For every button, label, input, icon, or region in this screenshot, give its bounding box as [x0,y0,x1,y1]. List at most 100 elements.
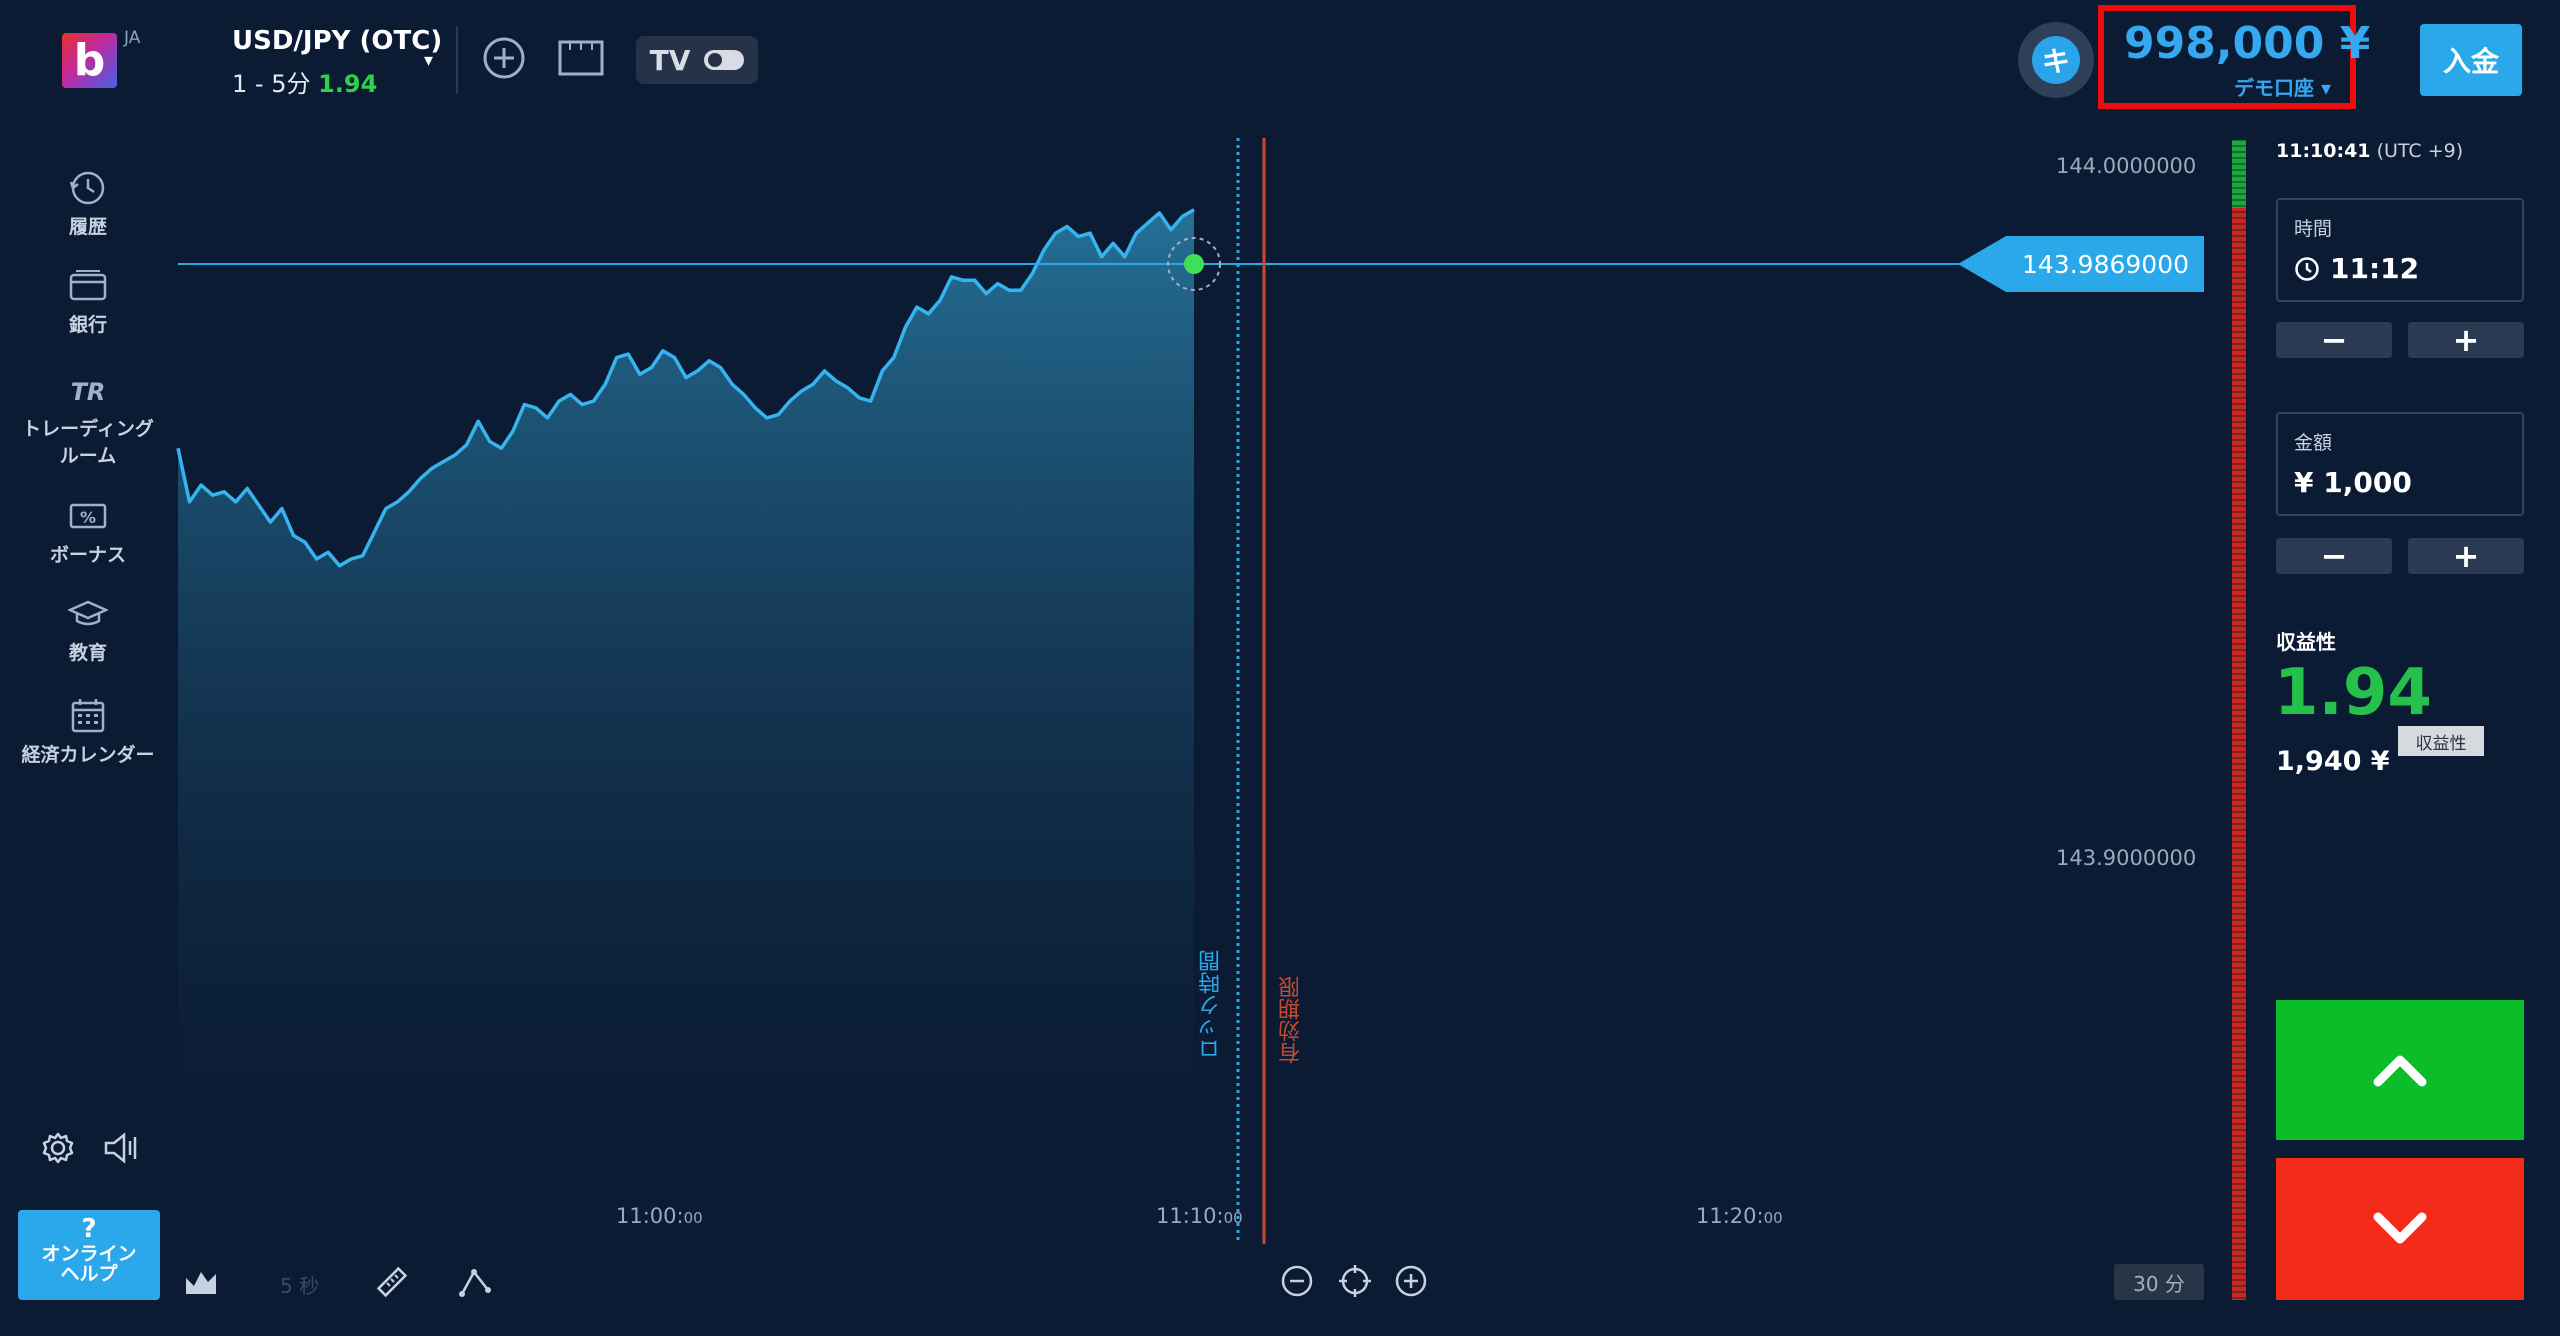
time-increase-button[interactable]: + [2408,321,2524,359]
wallet-icon [69,270,107,301]
account-type-selector[interactable]: デモ口座 ▾ [2234,76,2332,100]
chevron-up-icon [2373,1055,2427,1087]
sidebar-item-label: 教育 [68,642,107,664]
chevron-down-icon [2373,1212,2427,1244]
help-label-line2: ヘルプ [60,1263,118,1285]
y-axis-tick-label: 143.9000000 [2056,846,2197,870]
brand-logo[interactable]: b [62,33,117,88]
expiry-label: 有効期限 [1279,976,1304,1064]
online-help-button[interactable]: ? オンライン ヘルプ [18,1210,160,1300]
tradingview-logo-icon: TV [649,43,691,77]
sidebar-item-label: トレーディング [22,418,154,440]
profitability-tooltip: 収益性 [2398,726,2484,756]
price-area-fill [178,209,1194,1120]
time-decrease-button[interactable]: − [2276,321,2392,359]
ruler-icon [376,1266,408,1298]
sidebar-item-label: 経済カレンダー [21,744,155,766]
deposit-button[interactable]: 入金 [2420,24,2522,96]
time-field-label: 時間 [2294,218,2333,240]
language-indicator[interactable]: JA [124,28,141,48]
settings-button[interactable] [40,1130,76,1170]
profit-amount: 1,940 ¥ [2276,746,2390,777]
svg-text:TR: TR [71,378,106,406]
time-field-value: 11:12 [2330,252,2420,285]
expiry-time-field[interactable]: 時間 11:12 [2276,198,2524,302]
crosshair-icon [1339,1265,1371,1297]
toggle-switch[interactable] [704,50,745,70]
y-axis-tick-label: 144.0000000 [2056,154,2197,178]
lock-time-label: ロック時間 [1199,950,1224,1060]
sound-button[interactable] [102,1130,142,1170]
clock-icon [2295,256,2319,281]
amount-increase-button[interactable]: + [2408,537,2524,575]
call-up-button[interactable] [2276,1000,2524,1140]
zoom-out-icon [1281,1265,1313,1297]
svg-text:%: % [80,508,96,527]
sidebar-item-education[interactable]: 教育 [0,594,176,665]
amount-field[interactable]: 金額 ¥ 1,000 [2276,412,2524,516]
sidebar-item-trading-room[interactable]: TR トレーディング ルーム [0,370,176,468]
clock-timezone: (UTC +9) [2376,140,2464,162]
drawing-tool-button[interactable] [458,1264,494,1304]
chart-type-button[interactable] [184,1266,218,1300]
profitability-value: 1.94 [2274,656,2432,730]
trader-sentiment-bar [2232,139,2246,1300]
clock-time: 11:10:41 [2276,140,2371,162]
asset-payout: 1.94 [318,70,378,98]
sidebar-item-label: 銀行 [68,314,107,336]
bonus-icon: % [69,503,107,529]
current-point-marker [1184,254,1204,274]
help-question-icon: ? [81,1214,97,1244]
profitability-label: 収益性 [2276,630,2336,654]
sidebar-item-label: ボーナス [49,544,126,566]
x-axis-tick-label: 11:00:00 [616,1204,703,1228]
calendar-icon [71,699,105,733]
drawing-tools-icon [459,1269,491,1297]
sidebar-item-history[interactable]: 履歴 [0,168,176,239]
asset-range: 1 - 5分 [232,70,311,98]
toolbar-divider [456,26,458,94]
speaker-icon [104,1132,137,1164]
sidebar-item-label-line2: ルーム [59,445,117,467]
asset-subtitle: 1 - 5分 1.94 [232,64,377,99]
current-price-tag: 143.9869000 [1958,236,2204,292]
put-down-button[interactable] [2276,1158,2524,1300]
layout-button[interactable] [558,38,604,82]
current-price-value: 143.9869000 [2022,250,2190,279]
asset-dropdown-caret-icon[interactable]: ▾ [424,50,434,71]
amount-decrease-button[interactable]: − [2276,537,2392,575]
ruler-tool-button[interactable] [374,1264,410,1304]
asset-name[interactable]: USD/JPY (OTC) [232,26,443,56]
zoom-out-button[interactable] [1280,1264,1314,1302]
sidebar-item-label: 履歴 [68,216,107,238]
zoom-in-icon [1395,1265,1427,1297]
sidebar-item-bank[interactable]: 銀行 [0,266,176,337]
price-line-series [176,208,1195,568]
layout-icon [558,40,604,76]
add-chart-button[interactable] [482,36,526,84]
account-balance[interactable]: 998,000 ¥ [2124,18,2371,69]
tradingview-toggle[interactable]: TV [636,36,758,84]
gear-icon [42,1132,74,1164]
x-axis-tick-label: 11:10:00 [1156,1204,1243,1228]
user-avatar[interactable]: キ [2018,22,2094,98]
x-axis-tick-label: 11:20:00 [1696,1204,1783,1228]
sidebar-item-economic-calendar[interactable]: 経済カレンダー [0,696,176,767]
history-icon [69,171,105,205]
zoom-in-button[interactable] [1394,1264,1428,1302]
sidebar-item-bonus[interactable]: % ボーナス [0,496,176,567]
plus-circle-icon [483,37,525,79]
reset-view-button[interactable] [1338,1264,1372,1302]
help-label-line1: オンライン [41,1243,137,1265]
timeframe-selector[interactable]: 5 秒 [280,1274,320,1298]
price-chart[interactable] [0,0,2232,1336]
server-clock: 11:10:41 (UTC +9) [2276,140,2463,162]
amount-field-value: ¥ 1,000 [2294,466,2412,499]
graduation-cap-icon [68,600,108,626]
avatar-letter: キ [2032,36,2080,84]
amount-field-label: 金額 [2294,432,2333,454]
area-chart-icon [186,1272,216,1294]
chart-period-button[interactable]: 30 分 [2114,1264,2204,1300]
balance-highlight-frame [2098,5,2356,109]
current-point-ring [1167,237,1221,291]
